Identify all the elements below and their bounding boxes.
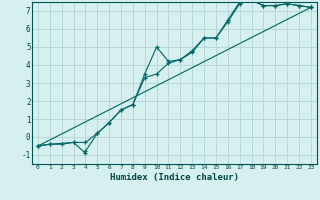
X-axis label: Humidex (Indice chaleur): Humidex (Indice chaleur) — [110, 173, 239, 182]
